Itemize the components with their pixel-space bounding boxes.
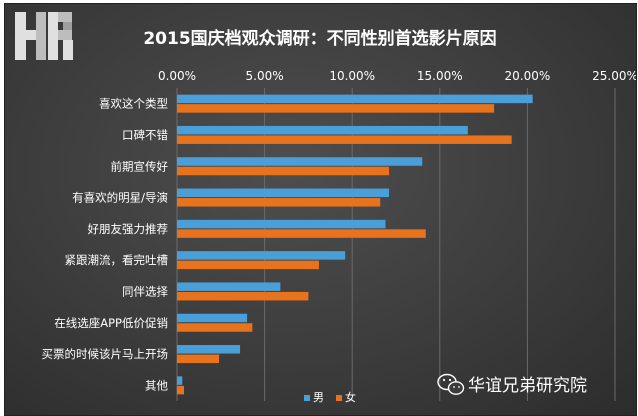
x-tick-label: 15.00% — [417, 69, 463, 83]
x-tick-label: 20.00% — [505, 69, 551, 83]
bar-male — [177, 219, 386, 229]
legend-female-swatch — [336, 395, 342, 401]
category-label: 好朋友强力推荐 — [88, 222, 169, 236]
bar-female — [177, 135, 512, 144]
chart-title: 2015国庆档观众调研：不同性别首选影片原因 — [143, 28, 496, 49]
chart-frame: HR 2015国庆档观众调研：不同性别首选影片原因 0.00% 5.00% 10.0… — [4, 3, 637, 416]
bar-female — [177, 198, 381, 207]
legend-male-label: 男 — [313, 391, 324, 404]
bar-female — [177, 229, 426, 238]
chart-canvas: HR 2015国庆档观众调研：不同性别首选影片原因 0.00% 5.00% 10.0… — [15, 12, 636, 404]
category-label: 有喜欢的明星/导演 — [72, 191, 168, 205]
grid-lines — [176, 88, 616, 401]
bar-female — [177, 166, 389, 176]
watermark-text: 华谊兄弟研究院 — [468, 376, 587, 396]
bar-female — [177, 260, 319, 270]
bar-female — [177, 104, 495, 113]
legend-male-swatch — [304, 395, 310, 401]
watermark: 华谊兄弟研究院 — [437, 373, 587, 396]
x-tick-label: 0.00% — [158, 69, 196, 83]
bar-female — [177, 323, 253, 332]
category-label: 喜欢这个类型 — [99, 97, 168, 111]
bar-male — [177, 251, 346, 260]
bar-male — [177, 94, 533, 104]
bar-female — [177, 385, 185, 395]
category-label: 买票的时候该片马上开场 — [42, 347, 169, 361]
category-label: 紧跟潮流，看完吐槽 — [65, 253, 169, 267]
bar-female — [177, 354, 220, 364]
category-label: 同伴选择 — [122, 284, 168, 298]
bar-male — [177, 188, 389, 198]
legend-female-label: 女 — [345, 390, 356, 404]
x-tick-label: 25.00% — [592, 69, 636, 83]
bar-male — [177, 125, 468, 135]
x-tick-label: 10.00% — [329, 69, 375, 83]
category-label: 在线选座APP低价促销 — [54, 316, 168, 330]
category-label: 前期宣传好 — [111, 159, 169, 173]
wechat-icon — [437, 373, 465, 395]
logo: HR — [15, 12, 73, 60]
bars — [177, 94, 533, 395]
x-axis-ticks: 0.00% 5.00% 10.00% 15.00% 20.00% 25.00% — [158, 69, 636, 83]
category-labels: 喜欢这个类型口碑不错前期宣传好有喜欢的明星/导演好朋友强力推荐紧跟潮流，看完吐槽… — [42, 97, 169, 393]
category-label: 口碑不错 — [122, 128, 168, 142]
bar-male — [177, 376, 183, 385]
bar-male — [177, 157, 423, 166]
bar-male — [177, 282, 281, 291]
legend: 男 女 — [304, 390, 356, 404]
bar-male — [177, 345, 241, 354]
x-tick-label: 5.00% — [246, 69, 284, 83]
bar-female — [177, 291, 309, 301]
bar-male — [177, 313, 248, 323]
category-label: 其他 — [145, 378, 168, 392]
